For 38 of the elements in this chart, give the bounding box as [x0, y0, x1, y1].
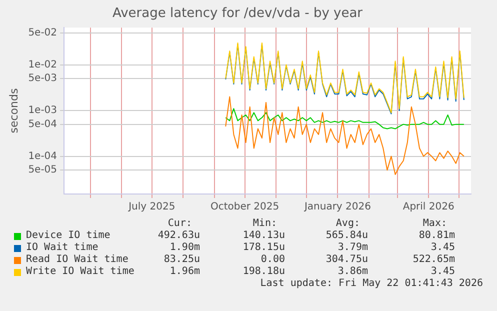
text: 1.96m — [170, 266, 200, 278]
text: 178.15u — [242, 242, 285, 254]
text: Max: — [422, 218, 447, 230]
text: 492.63u — [158, 230, 200, 242]
legend-label: Read IO Wait time — [26, 254, 128, 266]
x-tick-label: April 2026 — [402, 202, 454, 213]
x-tick-label: July 2025 — [128, 202, 176, 213]
text: 565.84u — [326, 230, 368, 242]
text: Last update: Fri May 22 01:41:43 2026 — [260, 278, 483, 290]
text: 1.90m — [170, 242, 200, 254]
text: 198.18u — [242, 266, 285, 278]
x-tick-label: October 2025 — [210, 202, 280, 213]
y-tick-label: 1e-02 — [28, 59, 58, 70]
y-tick-label: 1e-03 — [28, 105, 58, 116]
text: 522.65m — [412, 254, 455, 266]
text: 3.86m — [338, 266, 368, 278]
text: Cur: — [168, 218, 192, 230]
y-tick-label: 5e-03 — [28, 73, 58, 84]
text: 80.81m — [418, 230, 455, 242]
legend-label: Write IO Wait time — [26, 266, 134, 278]
y-tick-label: 1e-04 — [28, 150, 58, 162]
x-tick-label: January 2026 — [303, 202, 371, 213]
text: 3.79m — [338, 242, 368, 254]
text: 3.45 — [430, 242, 455, 254]
text: 304.75u — [326, 254, 368, 266]
text: 83.25u — [164, 254, 200, 266]
text: 3.45 — [430, 266, 455, 278]
text: Avg: — [336, 218, 360, 230]
text: Min: — [252, 218, 277, 230]
chart-title: Average latency for /dev/vda - by year — [112, 6, 364, 22]
legend-label: IO Wait time — [26, 242, 98, 254]
y-tick-label: 5e-02 — [28, 27, 58, 38]
legend-label: Device IO time — [26, 230, 110, 242]
y-axis-title: seconds — [7, 88, 20, 134]
y-tick-label: 5e-04 — [28, 118, 58, 130]
text: 140.13u — [242, 230, 285, 242]
text: 0.00 — [260, 254, 285, 266]
y-tick-label: 5e-05 — [28, 164, 58, 176]
